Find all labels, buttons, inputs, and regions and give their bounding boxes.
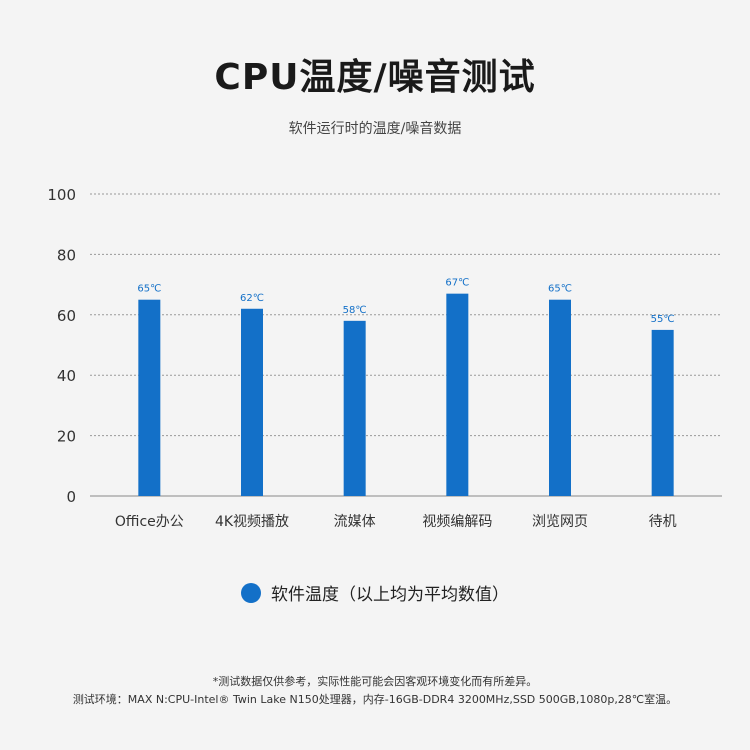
- bar: [138, 299, 161, 496]
- legend-swatch: [241, 582, 261, 603]
- footnote-test-environment: 测试环境：MAX N:CPU-Intel® Twin Lake N150处理器，…: [72, 693, 678, 706]
- y-tick-label: 60: [57, 307, 76, 325]
- bar: [343, 320, 366, 496]
- y-tick-label: 80: [57, 246, 76, 264]
- data-label: 65℃: [137, 284, 161, 295]
- page-title: CPU温度/噪音测试: [214, 57, 536, 98]
- data-label: 55℃: [651, 314, 675, 325]
- bar-chart: 0 20 40 60 80 100 65℃ Office办公 62℃ 4K视频播放 58℃ 流媒体 67…: [47, 186, 722, 530]
- data-label: 67℃: [445, 278, 469, 289]
- page-subtitle: 软件运行时的温度/噪音数据: [288, 121, 462, 137]
- x-tick-label: 浏览网页: [532, 514, 588, 530]
- y-tick-label: 0: [66, 488, 76, 506]
- y-tick-label: 100: [47, 186, 76, 204]
- bar: [651, 329, 674, 496]
- legend-label: 软件温度（以上均为平均数值）: [271, 585, 509, 605]
- data-label: 58℃: [343, 305, 367, 316]
- footnote-disclaimer: *测试数据仅供参考，实际性能可能会因客观环境变化而有所差异。: [212, 675, 538, 688]
- data-label: 65℃: [548, 284, 572, 295]
- x-tick-label: 待机: [649, 514, 677, 530]
- y-tick-label: 20: [57, 428, 76, 446]
- x-tick-label: 视频编解码: [422, 514, 492, 530]
- x-tick-label: 4K视频播放: [215, 514, 289, 530]
- bar: [241, 308, 263, 496]
- x-tick-label: 流媒体: [334, 514, 376, 530]
- bar: [446, 293, 469, 496]
- bar: [549, 299, 571, 496]
- chart-legend: 软件温度（以上均为平均数值）: [0, 580, 750, 605]
- x-tick-label: Office办公: [115, 514, 184, 530]
- data-label: 62℃: [240, 293, 264, 304]
- y-tick-label: 40: [57, 367, 76, 385]
